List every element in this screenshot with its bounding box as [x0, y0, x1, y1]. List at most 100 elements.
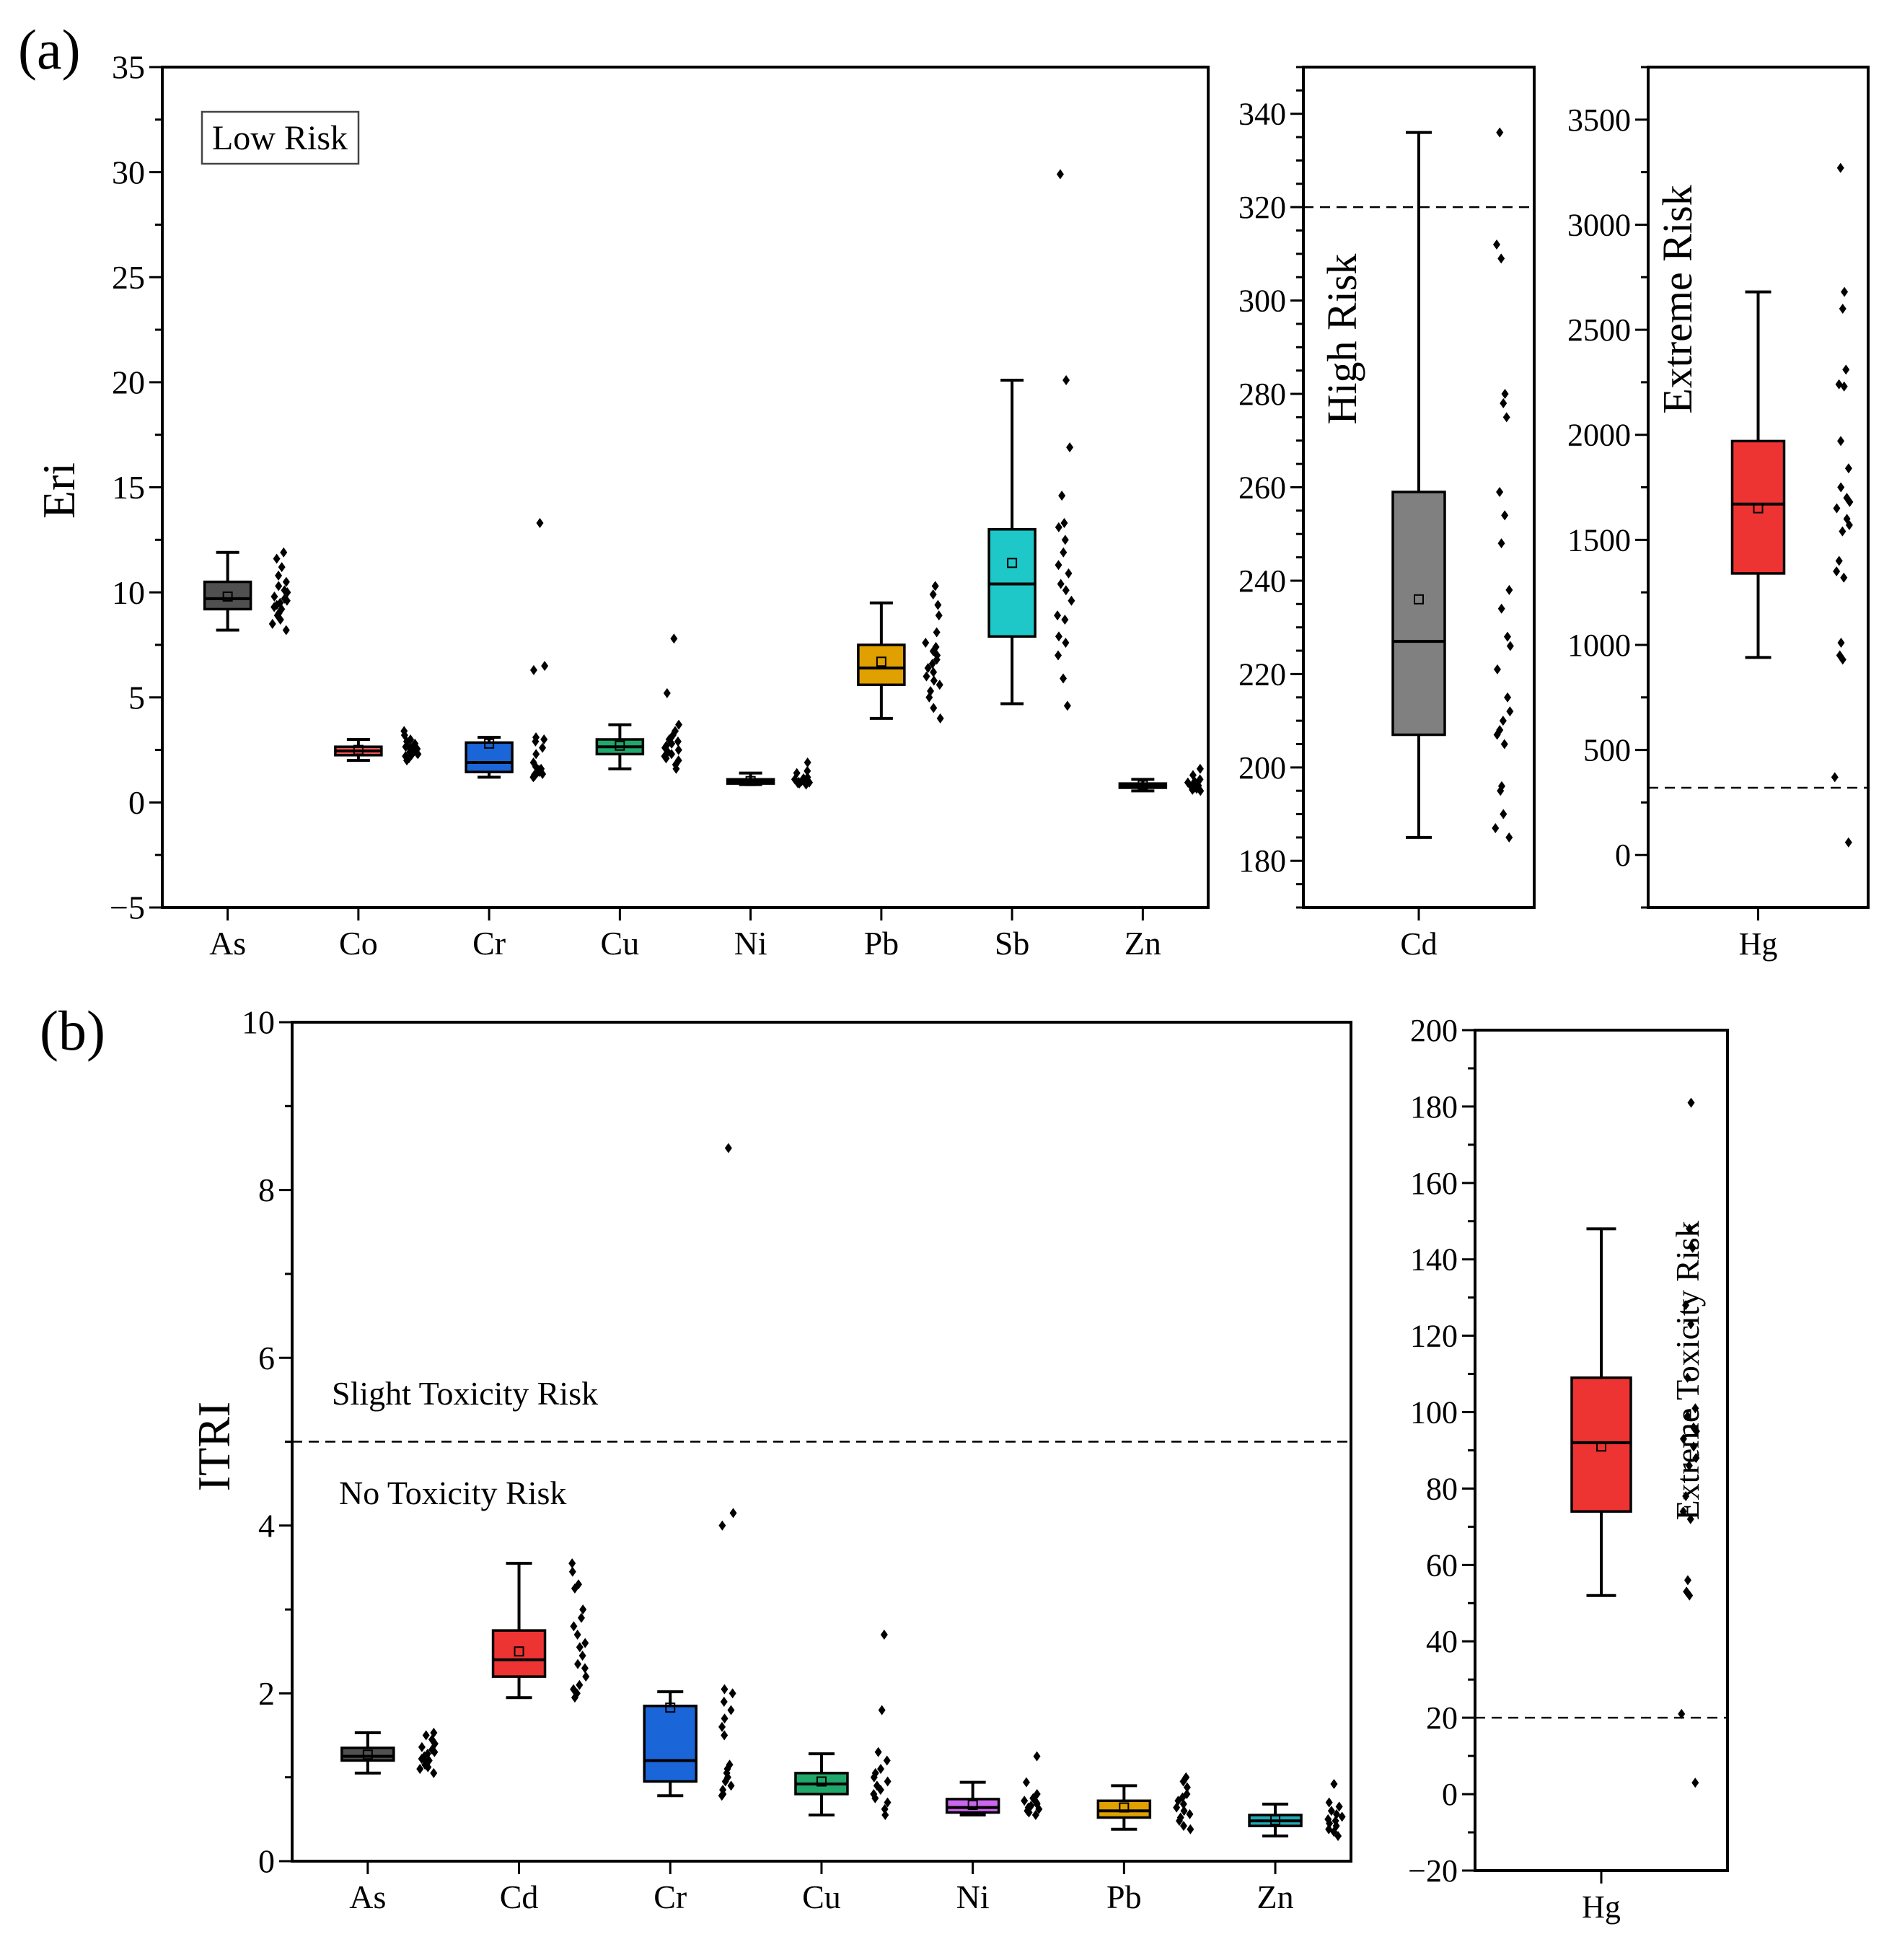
- data-point-cd: [1493, 664, 1501, 674]
- data-point-cr: [718, 1520, 726, 1531]
- data-point-as: [276, 597, 284, 608]
- data-point-sb: [1061, 535, 1069, 545]
- data-point-as: [282, 625, 290, 636]
- data-point-ni: [1033, 1751, 1041, 1762]
- data-point-sb: [1055, 560, 1062, 571]
- data-point-hg: [1687, 1097, 1695, 1108]
- data-point-hg: [1689, 1242, 1696, 1253]
- y-tick-label: 200: [1410, 1013, 1458, 1048]
- y-tick-label: 0: [258, 1843, 275, 1880]
- y-tick-label: −20: [1408, 1853, 1458, 1889]
- data-point-as: [278, 562, 286, 573]
- data-point-as: [281, 593, 289, 604]
- data-point-cr: [721, 1713, 729, 1724]
- x-tick-label-hg: Hg: [1739, 926, 1778, 962]
- data-point-as: [281, 585, 289, 596]
- data-point-hg: [1683, 1586, 1691, 1597]
- data-point-hg: [1683, 1372, 1691, 1383]
- y-tick-label: 300: [1238, 284, 1286, 319]
- data-point-pb: [934, 599, 942, 610]
- y-tick-label: 320: [1238, 190, 1286, 225]
- box-as: [203, 580, 252, 611]
- data-point-cr: [532, 732, 540, 743]
- data-point-pb: [930, 675, 938, 686]
- data-point-pb: [1180, 1806, 1188, 1816]
- y-tick-label: −5: [110, 889, 145, 926]
- data-point-sb: [1062, 585, 1070, 596]
- data-point-sb: [1060, 673, 1068, 684]
- y-tick-label: 10: [112, 574, 145, 611]
- data-point-cd: [582, 1671, 590, 1682]
- y-tick-label: 20: [112, 364, 145, 401]
- data-point-cu: [880, 1629, 888, 1640]
- data-point-cd: [1500, 398, 1508, 408]
- y-tick-label: 3000: [1567, 207, 1631, 242]
- data-point-cd: [1492, 239, 1500, 250]
- data-point-as: [282, 576, 290, 587]
- data-point-pb: [928, 659, 936, 669]
- data-point-cr: [726, 1759, 734, 1770]
- data-point-cu: [870, 1788, 878, 1799]
- data-point-cd: [1506, 641, 1514, 651]
- eri-hg-plot: Extreme Risk 0 500 1000 1500 2000 2500 3000 350…: [1567, 66, 1870, 962]
- data-point-cu: [663, 687, 671, 698]
- mean-marker-as: [362, 1749, 373, 1760]
- data-point-hg: [1690, 1441, 1698, 1452]
- data-point-cd: [1506, 706, 1514, 717]
- data-point-cd: [574, 1579, 582, 1590]
- mean-marker-pb: [876, 656, 886, 667]
- y-tick-label: 240: [1238, 563, 1286, 599]
- data-point-cu: [881, 1803, 889, 1814]
- data-point-pb: [1179, 1821, 1187, 1832]
- data-point-cd: [1504, 692, 1512, 703]
- box-ni: [945, 1798, 1000, 1814]
- data-point-pb: [935, 610, 943, 621]
- data-point-as: [275, 581, 283, 592]
- data-point-cu: [881, 1810, 889, 1821]
- low-risk-label: Low Risk: [212, 119, 348, 157]
- data-point-hg: [1837, 482, 1845, 493]
- data-point-ni: [1022, 1777, 1030, 1788]
- data-point-sb: [1060, 518, 1068, 529]
- y-tick-label: 1500: [1567, 522, 1631, 558]
- box-cd: [1391, 491, 1446, 737]
- mean-marker-cu: [816, 1776, 827, 1787]
- data-point-as: [270, 591, 278, 602]
- y-tick-label: 120: [1410, 1319, 1458, 1354]
- high-risk-label: High Risk: [1319, 254, 1365, 425]
- data-point-cd: [1497, 603, 1505, 614]
- y-tick-label: 15: [112, 469, 145, 506]
- mean-marker-ni: [745, 775, 756, 786]
- itri-axis-title: ITRI: [188, 1402, 239, 1491]
- x-tick-label-ni: Ni: [734, 925, 767, 962]
- box-cd: [491, 1629, 547, 1678]
- data-point-zn: [1332, 1809, 1340, 1819]
- data-point-pb: [922, 638, 930, 649]
- y-tick-label: 25: [112, 259, 145, 296]
- data-point-zn: [1332, 1816, 1339, 1827]
- data-point-cd: [1503, 631, 1511, 642]
- data-point-cu: [674, 744, 682, 755]
- data-point-ni: [1027, 1801, 1035, 1811]
- data-point-cd: [1500, 739, 1508, 750]
- x-tick-label-cu: Cu: [601, 925, 640, 962]
- data-point-cr: [720, 1697, 728, 1708]
- box-hg: [1570, 1376, 1632, 1513]
- data-point-as: [423, 1749, 431, 1759]
- data-point-cr: [718, 1721, 726, 1732]
- data-point-hg: [1835, 379, 1843, 390]
- low-risk-label-box: [201, 110, 360, 165]
- mean-marker-pb: [1119, 1802, 1130, 1813]
- data-point-cu: [871, 1767, 879, 1778]
- data-point-hg: [1833, 566, 1841, 576]
- x-tick-label-pb: Pb: [1106, 1878, 1142, 1915]
- y-tick-label: 140: [1410, 1242, 1458, 1278]
- data-point-hg: [1679, 1506, 1687, 1517]
- data-point-co: [411, 738, 419, 749]
- eri-main-plot: Low Risk −5 0 5 10 15 20 25 30 35 As Co Cr Cu Ni Pb Sb Z…: [110, 49, 1210, 962]
- data-point-sb: [1068, 595, 1075, 606]
- y-tick-label: 20: [1426, 1700, 1458, 1736]
- data-point-pb: [1183, 1788, 1191, 1799]
- data-point-cd: [1497, 538, 1505, 549]
